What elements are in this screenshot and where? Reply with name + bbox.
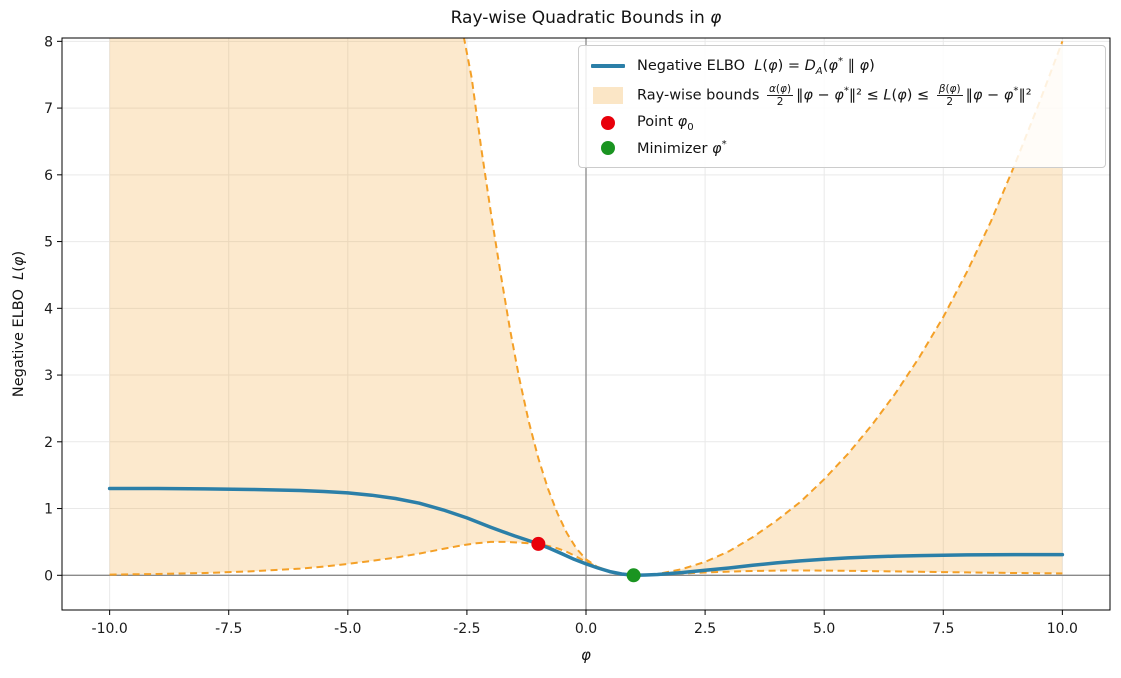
y-tick-label: 6 — [44, 168, 53, 184]
legend-swatch-cell — [591, 64, 625, 69]
x-tick-label: 7.5 — [932, 621, 954, 637]
legend-swatch-cell — [591, 86, 625, 104]
chart-title: Ray-wise Quadratic Bounds in φ — [450, 8, 722, 28]
legend: Negative ELBO L(φ) = DA(φ* ∥ φ) Ray-wise… — [578, 45, 1106, 168]
phi0-point — [531, 536, 546, 551]
legend-label-point-phi0: Point φ0 — [637, 113, 694, 133]
x-axis-label: φ — [581, 646, 591, 664]
y-tick-label: 3 — [44, 368, 53, 384]
y-tick-label: 1 — [44, 502, 53, 518]
y-tick-label: 2 — [44, 435, 53, 451]
x-tick-label: 2.5 — [694, 621, 716, 637]
y-tick-label: 5 — [44, 235, 53, 251]
x-tick-label: -5.0 — [334, 621, 361, 637]
x-tick-label: 5.0 — [813, 621, 835, 637]
legend-label-minimizer: Minimizer φ* — [637, 138, 727, 157]
legend-item-negative-elbo: Negative ELBO L(φ) = DA(φ* ∥ φ) — [589, 53, 1095, 80]
x-tick-label: -2.5 — [453, 621, 480, 637]
x-tick-label: 0.0 — [575, 621, 597, 637]
x-tick-label: 10.0 — [1047, 621, 1078, 637]
bounds-band — [109, 38, 1063, 576]
legend-label-negative-elbo: Negative ELBO L(φ) = DA(φ* ∥ φ) — [637, 56, 875, 77]
x-tick-label: -10.0 — [92, 621, 128, 637]
negative-elbo-curve — [107, 486, 1065, 578]
minimizer-point — [626, 568, 641, 583]
bounds-patch-swatch — [593, 86, 623, 104]
y-tick-label: 0 — [44, 568, 53, 584]
elbo-line-swatch — [591, 64, 625, 69]
minimizer-dot-swatch — [601, 140, 615, 155]
y-axis-label: Negative ELBO L(φ) — [11, 250, 27, 398]
legend-swatch-cell — [591, 116, 625, 131]
y-tick-label: 8 — [44, 34, 53, 50]
legend-item-ray-wise-bounds: Ray-wise bounds α(φ) 2 ‖φ − φ*‖² ≤ L(φ) ≤ … — [589, 80, 1095, 111]
legend-label-ray-wise-bounds: Ray-wise bounds α(φ) 2 ‖φ − φ*‖² ≤ L(φ) ≤ … — [637, 82, 1032, 108]
legend-item-minimizer: Minimizer φ* — [589, 136, 1095, 160]
legend-swatch-cell — [591, 140, 625, 155]
legend-item-point-phi0: Point φ0 — [589, 111, 1095, 136]
x-tick-label: -7.5 — [215, 621, 242, 637]
phi0-dot-swatch — [601, 116, 615, 131]
y-tick-label: 7 — [44, 101, 53, 117]
y-tick-label: 4 — [44, 301, 53, 317]
